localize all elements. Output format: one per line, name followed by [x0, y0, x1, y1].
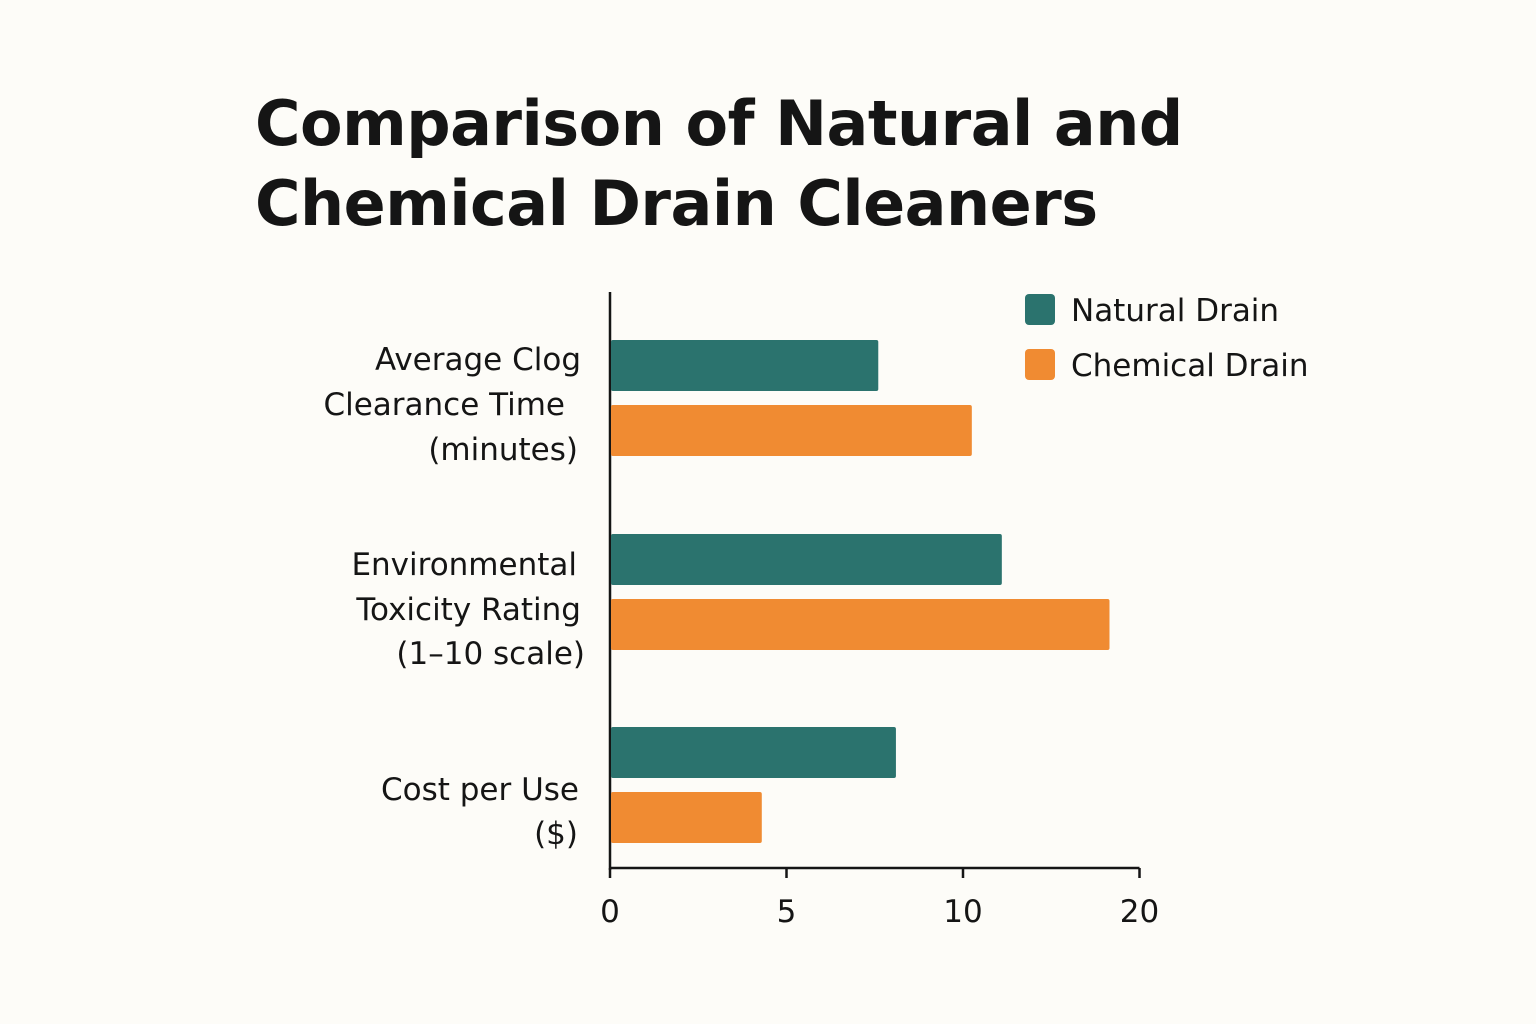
x-tick-label: 0 [600, 894, 620, 930]
category-label: Toxicity Rating [355, 592, 581, 628]
bar-natural-drain [611, 340, 879, 391]
legend-swatch [1025, 349, 1055, 380]
category-label: Average Clog [375, 342, 581, 378]
category-label: ($) [534, 816, 578, 852]
bar-natural-drain [611, 534, 1002, 585]
bar-chemical-drain [611, 792, 762, 843]
chart-title: Comparison of Natural and Chemical Drain… [255, 87, 1183, 240]
x-tick-label: 10 [943, 894, 982, 930]
legend-swatch [1025, 294, 1055, 325]
legend-label: Chemical Drain [1071, 348, 1309, 384]
category-label: Cost per Use [381, 772, 579, 808]
x-tick-label: 20 [1120, 894, 1159, 930]
x-tick-label: 5 [777, 894, 797, 930]
category-label: Clearance Time [323, 387, 565, 423]
category-label: (minutes) [428, 432, 578, 468]
bar-natural-drain [611, 727, 896, 778]
bar-chemical-drain [611, 405, 972, 456]
category-label: (1–10 scale) [396, 636, 585, 672]
bar-chemical-drain [611, 599, 1110, 650]
category-label: Environmental [351, 547, 577, 583]
legend-label: Natural Drain [1071, 293, 1279, 329]
